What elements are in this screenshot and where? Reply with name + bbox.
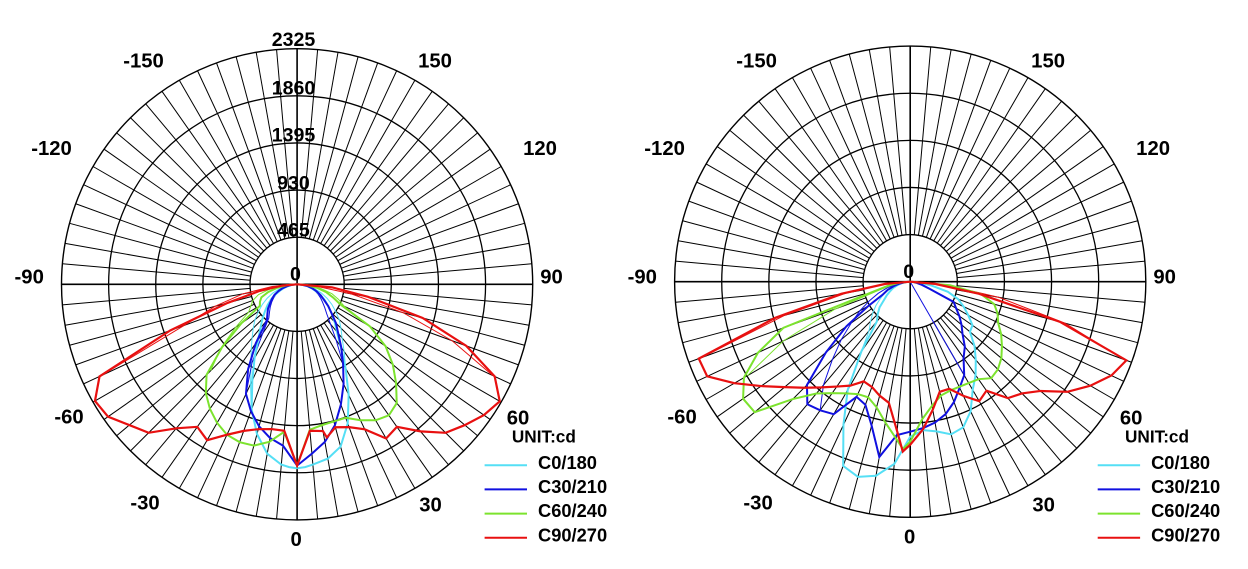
svg-text:1395: 1395 xyxy=(272,125,316,147)
svg-text:2325: 2325 xyxy=(272,29,316,51)
svg-text:0: 0 xyxy=(290,264,301,286)
svg-text:-60: -60 xyxy=(667,406,696,428)
svg-text:465: 465 xyxy=(277,220,310,242)
svg-text:-90: -90 xyxy=(15,266,44,288)
svg-text:UNIT:cd: UNIT:cd xyxy=(512,427,576,447)
svg-text:60: 60 xyxy=(1120,407,1143,429)
svg-text:-90: -90 xyxy=(628,266,657,288)
svg-text:90: 90 xyxy=(1153,266,1176,288)
svg-text:120: 120 xyxy=(1136,138,1170,160)
svg-text:30: 30 xyxy=(1032,494,1055,516)
svg-text:-150: -150 xyxy=(736,50,777,72)
svg-text:150: 150 xyxy=(418,50,452,72)
svg-text:C0/180: C0/180 xyxy=(538,452,597,473)
svg-text:-150: -150 xyxy=(123,50,164,72)
svg-text:C60/240: C60/240 xyxy=(1151,500,1220,521)
svg-text:C90/270: C90/270 xyxy=(1151,524,1220,545)
svg-text:-30: -30 xyxy=(130,492,159,514)
svg-text:0: 0 xyxy=(903,261,914,283)
svg-text:-60: -60 xyxy=(54,406,83,428)
svg-text:930: 930 xyxy=(277,173,310,195)
svg-text:-30: -30 xyxy=(743,492,772,514)
svg-text:0: 0 xyxy=(904,526,915,548)
svg-text:0: 0 xyxy=(291,529,302,551)
svg-text:-120: -120 xyxy=(644,138,685,160)
svg-text:C0/180: C0/180 xyxy=(1151,452,1210,473)
svg-text:150: 150 xyxy=(1031,50,1065,72)
svg-text:60: 60 xyxy=(507,407,530,429)
svg-text:90: 90 xyxy=(540,266,563,288)
svg-text:-120: -120 xyxy=(31,138,72,160)
svg-text:120: 120 xyxy=(523,138,557,160)
svg-text:1860: 1860 xyxy=(272,78,316,100)
svg-text:UNIT:cd: UNIT:cd xyxy=(1125,427,1189,447)
svg-text:C30/210: C30/210 xyxy=(1151,476,1220,497)
svg-text:C60/240: C60/240 xyxy=(538,500,607,521)
svg-text:30: 30 xyxy=(419,494,442,516)
svg-text:C90/270: C90/270 xyxy=(538,524,607,545)
svg-text:C30/210: C30/210 xyxy=(538,476,607,497)
